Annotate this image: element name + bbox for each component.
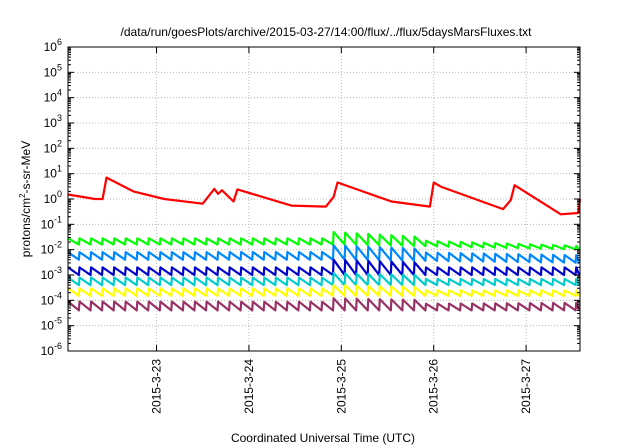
series-line-2 bbox=[67, 230, 581, 251]
x-tick-label: 2015-3-27 bbox=[519, 359, 533, 414]
y-tick-label: 103 bbox=[44, 113, 62, 130]
y-axis-label: protons/cm2-s-sr-MeV bbox=[18, 141, 33, 257]
series-line-6 bbox=[67, 284, 581, 297]
series-line-7 bbox=[67, 297, 581, 312]
y-tick-label: 10-6 bbox=[41, 341, 62, 358]
x-tick-label: 2015-3-23 bbox=[150, 359, 164, 414]
series-line-5 bbox=[67, 271, 581, 287]
y-tick-label: 100 bbox=[44, 189, 62, 206]
y-tick-label: 10-4 bbox=[41, 290, 62, 307]
x-axis-label: Coordinated Universal Time (UTC) bbox=[231, 431, 415, 445]
y-tick-label: 105 bbox=[44, 62, 62, 79]
y-tick-label: 104 bbox=[44, 88, 62, 105]
grid-lines bbox=[68, 47, 580, 351]
x-tick-label: 2015-3-26 bbox=[427, 359, 441, 414]
y-tick-label: 10-3 bbox=[41, 265, 62, 282]
series-line-3 bbox=[67, 244, 581, 264]
x-tick-label: 2015-3-25 bbox=[334, 359, 348, 414]
y-axis-label-rest: -s-sr-MeV bbox=[19, 141, 33, 194]
chart-title: /data/run/goesPlots/archive/2015-03-27/1… bbox=[121, 25, 533, 39]
plot-series bbox=[67, 176, 582, 312]
y-tick-label: 10-5 bbox=[41, 316, 62, 333]
series-line-4 bbox=[67, 258, 581, 277]
y-tick-label: 106 bbox=[44, 37, 62, 54]
y-axis-label-main: protons/cm bbox=[19, 198, 33, 257]
axes: 10-6 10-5 10-4 10-3 10-2 10-1 100 101 102 103 104 1… bbox=[41, 37, 580, 414]
y-tick-label: 10-2 bbox=[41, 240, 62, 257]
y-tick-label: 101 bbox=[44, 164, 62, 181]
y-axis-label-sup: 2 bbox=[18, 193, 27, 198]
x-tick-label: 2015-3-24 bbox=[242, 359, 256, 414]
y-tick-label: 10-1 bbox=[41, 214, 62, 231]
series-line-1 bbox=[67, 176, 582, 216]
y-tick-label: 102 bbox=[44, 138, 62, 155]
